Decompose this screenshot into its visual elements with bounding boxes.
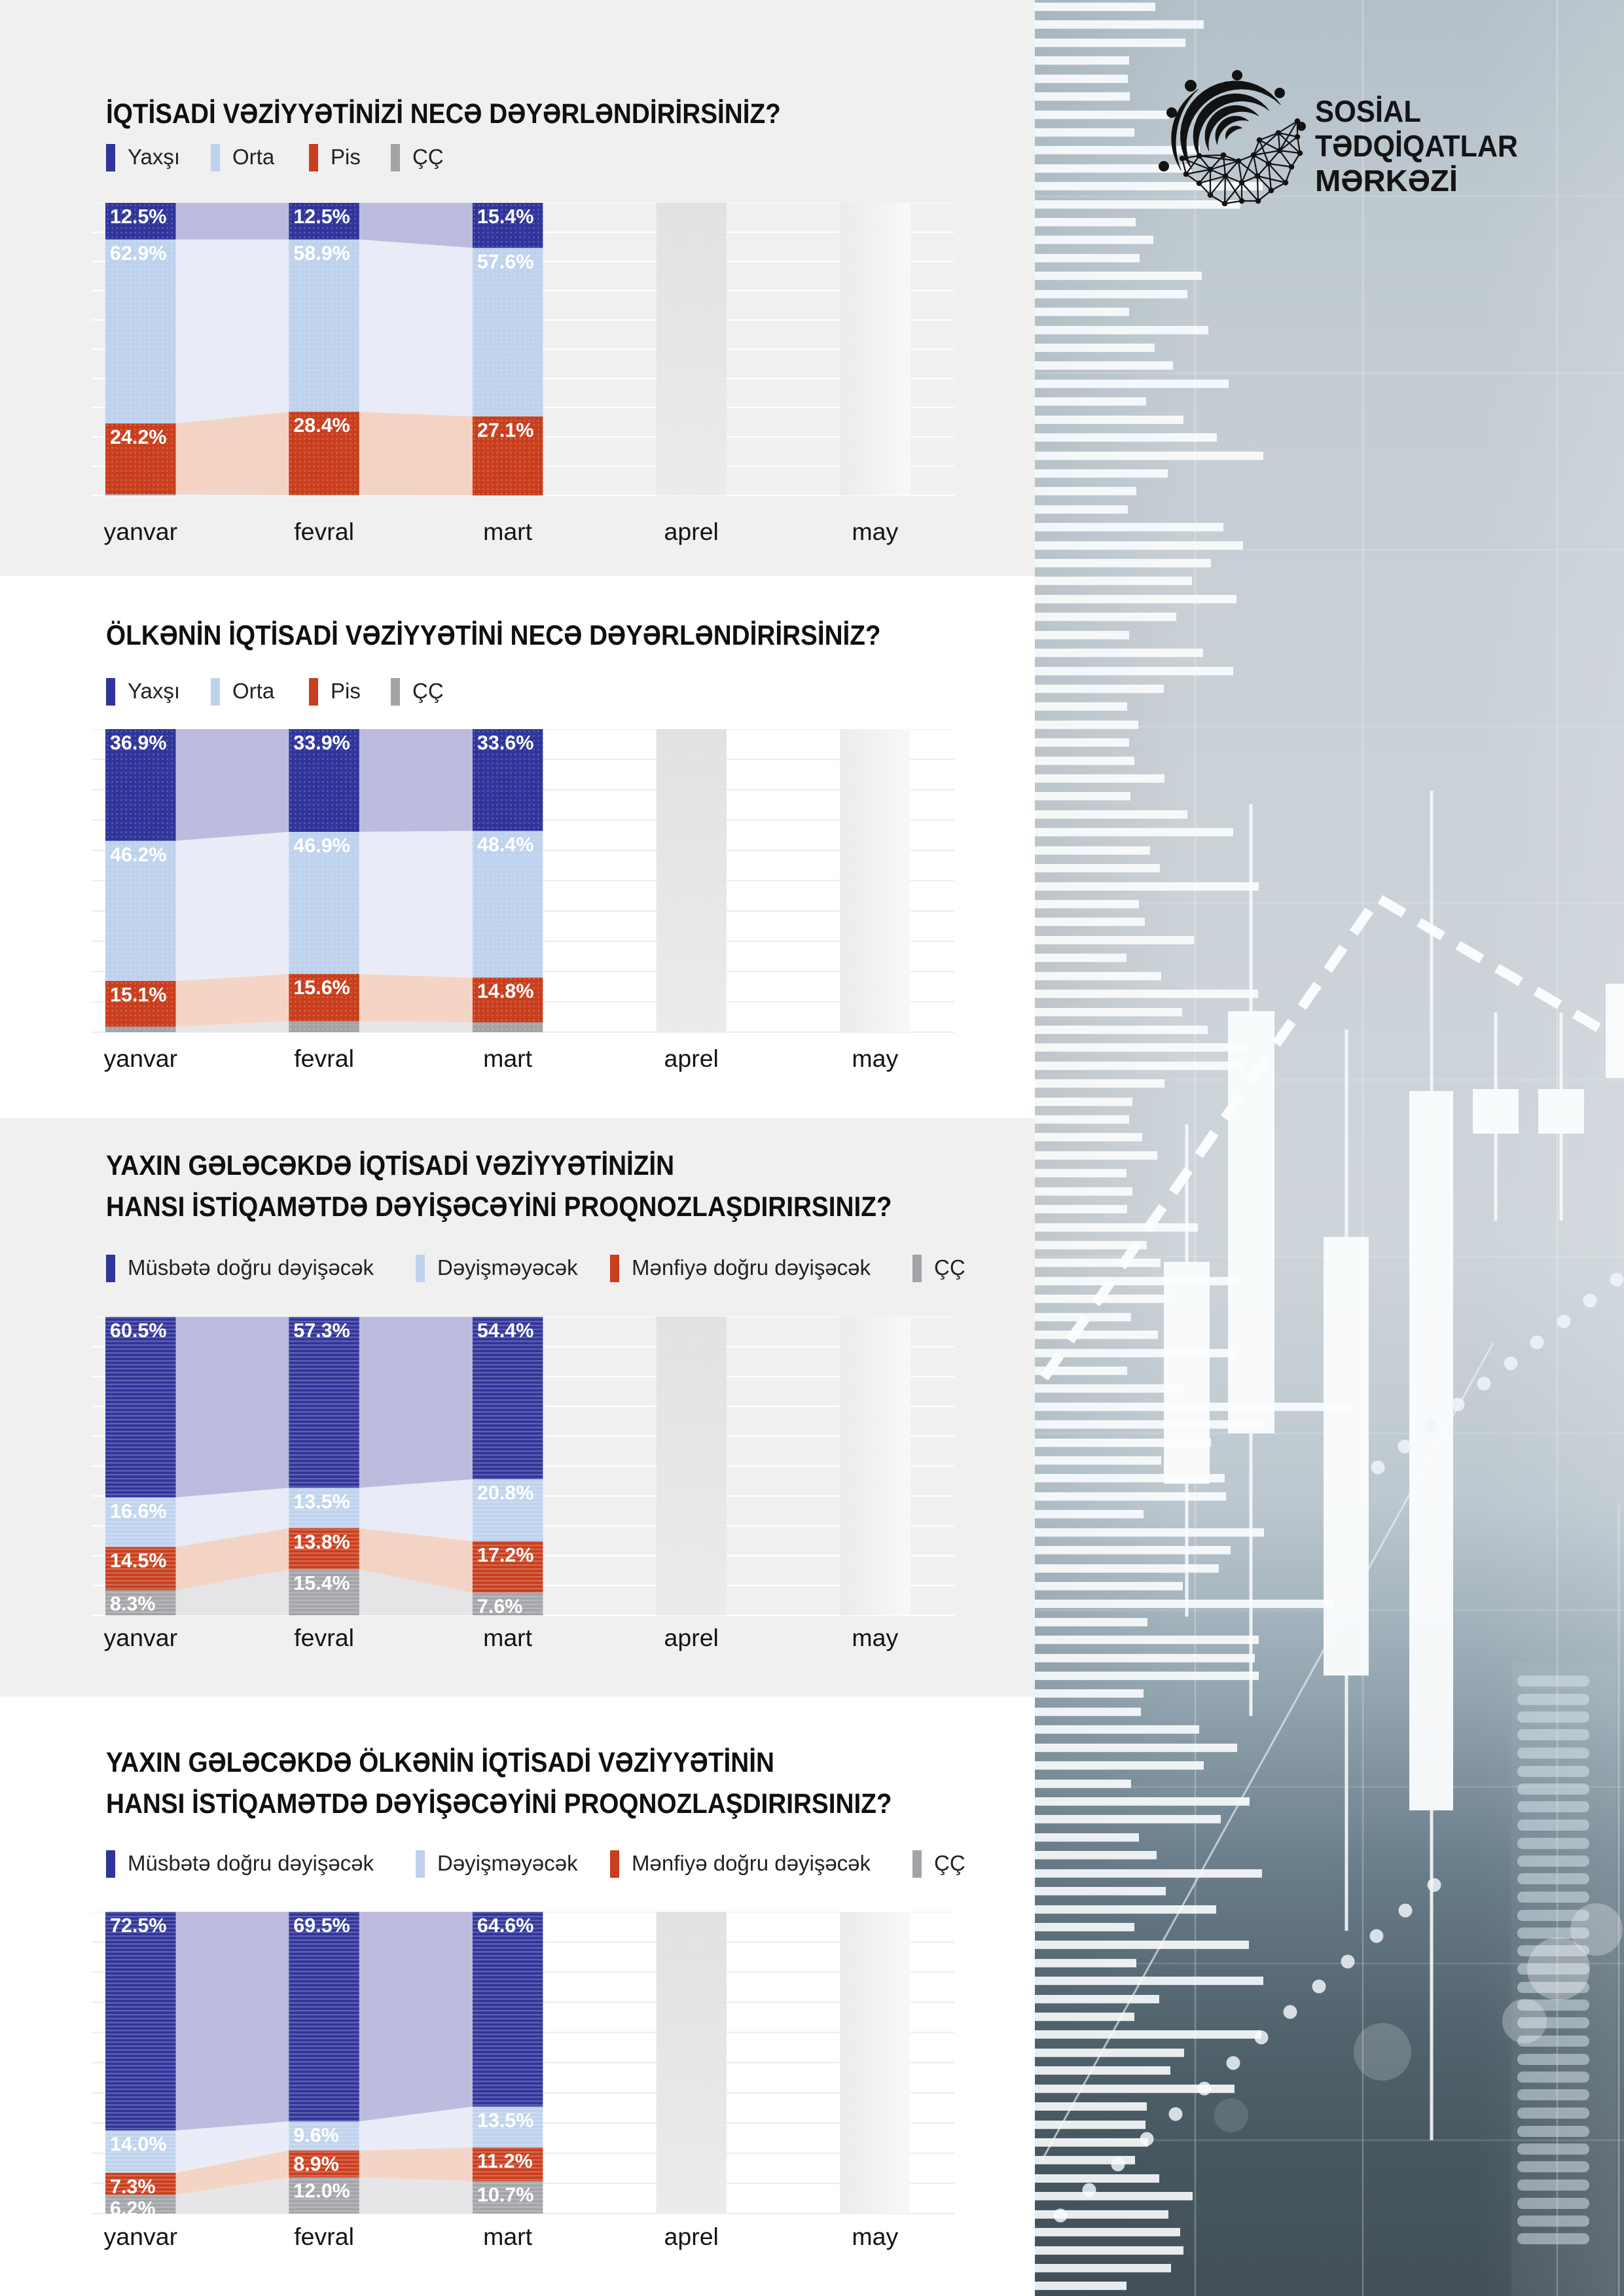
svg-text:MƏRKƏZİ: MƏRKƏZİ: [1315, 164, 1458, 198]
svg-text:may: may: [852, 518, 898, 545]
svg-text:48.4%: 48.4%: [477, 834, 533, 856]
svg-text:yanvar: yanvar: [104, 1045, 178, 1072]
svg-text:36.9%: 36.9%: [110, 732, 166, 754]
svg-text:17.2%: 17.2%: [477, 1544, 533, 1566]
svg-text:20.8%: 20.8%: [477, 1482, 533, 1504]
svg-text:6.2%: 6.2%: [110, 2197, 156, 2219]
svg-text:mart: mart: [483, 1045, 533, 1072]
svg-text:mart: mart: [483, 2223, 533, 2250]
svg-text:yanvar: yanvar: [104, 518, 178, 545]
svg-text:14.8%: 14.8%: [477, 980, 533, 1003]
svg-text:mart: mart: [483, 1624, 533, 1651]
svg-text:9.6%: 9.6%: [293, 2124, 339, 2146]
svg-text:33.6%: 33.6%: [477, 732, 533, 754]
svg-text:fevral: fevral: [294, 2223, 354, 2250]
svg-text:15.4%: 15.4%: [293, 1572, 350, 1594]
svg-text:69.5%: 69.5%: [293, 1914, 350, 1937]
svg-text:28.4%: 28.4%: [293, 414, 350, 437]
svg-text:57.3%: 57.3%: [293, 1319, 350, 1342]
svg-text:24.2%: 24.2%: [110, 426, 166, 448]
svg-text:fevral: fevral: [294, 1045, 354, 1072]
svg-text:10.7%: 10.7%: [477, 2184, 533, 2206]
svg-text:SOSİAL: SOSİAL: [1315, 94, 1421, 128]
svg-text:aprel: aprel: [664, 518, 719, 545]
svg-text:aprel: aprel: [664, 2223, 719, 2250]
svg-text:may: may: [852, 1045, 898, 1072]
svg-text:yanvar: yanvar: [104, 2223, 178, 2250]
svg-text:16.6%: 16.6%: [110, 1500, 166, 1522]
svg-text:11.2%: 11.2%: [477, 2150, 533, 2172]
svg-text:60.5%: 60.5%: [110, 1319, 166, 1342]
svg-text:13.5%: 13.5%: [293, 1490, 350, 1513]
svg-text:yanvar: yanvar: [104, 1624, 178, 1651]
svg-text:46.2%: 46.2%: [110, 844, 166, 866]
svg-text:54.4%: 54.4%: [477, 1319, 533, 1342]
svg-text:62.9%: 62.9%: [110, 242, 166, 264]
svg-text:27.1%: 27.1%: [477, 419, 533, 441]
svg-text:may: may: [852, 1624, 898, 1651]
svg-text:may: may: [852, 2223, 898, 2250]
svg-text:57.6%: 57.6%: [477, 251, 533, 273]
svg-text:15.1%: 15.1%: [110, 984, 166, 1006]
svg-text:mart: mart: [483, 518, 533, 545]
svg-text:fevral: fevral: [294, 1624, 354, 1651]
svg-text:8.3%: 8.3%: [110, 1593, 156, 1615]
svg-text:7.6%: 7.6%: [477, 1595, 523, 1617]
svg-text:7.3%: 7.3%: [110, 2176, 156, 2198]
svg-text:8.9%: 8.9%: [293, 2153, 339, 2176]
svg-text:14.5%: 14.5%: [110, 1550, 166, 1572]
svg-text:58.9%: 58.9%: [293, 242, 350, 264]
svg-text:15.6%: 15.6%: [293, 977, 350, 999]
svg-text:13.8%: 13.8%: [293, 1531, 350, 1553]
svg-text:fevral: fevral: [294, 518, 354, 545]
svg-text:aprel: aprel: [664, 1624, 719, 1651]
svg-text:15.4%: 15.4%: [477, 206, 533, 228]
svg-text:TƏDQİQATLAR: TƏDQİQATLAR: [1315, 129, 1518, 163]
svg-text:13.5%: 13.5%: [477, 2109, 533, 2132]
svg-text:72.5%: 72.5%: [110, 1914, 166, 1937]
svg-text:12.0%: 12.0%: [293, 2180, 350, 2202]
svg-text:14.0%: 14.0%: [110, 2133, 166, 2155]
svg-text:33.9%: 33.9%: [293, 732, 350, 754]
svg-text:aprel: aprel: [664, 1045, 719, 1072]
svg-text:12.5%: 12.5%: [110, 206, 166, 228]
svg-text:12.5%: 12.5%: [293, 206, 350, 228]
svg-text:64.6%: 64.6%: [477, 1914, 533, 1937]
svg-text:46.9%: 46.9%: [293, 834, 350, 857]
